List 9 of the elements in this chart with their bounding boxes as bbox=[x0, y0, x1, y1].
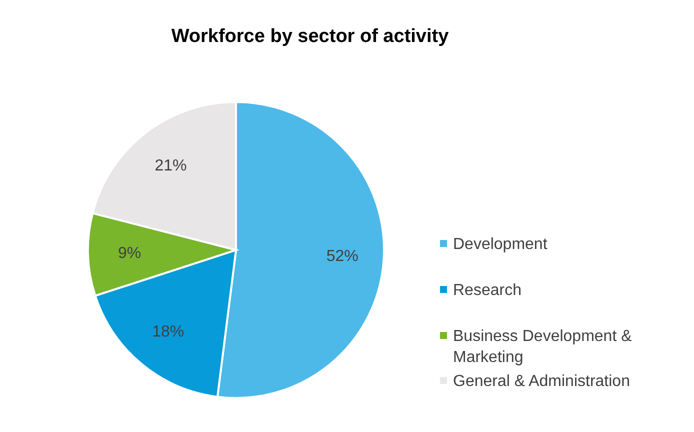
legend-label: Business Development & Marketing bbox=[453, 328, 632, 366]
legend-label: General & Administration bbox=[453, 372, 630, 390]
legend-label: Development bbox=[453, 236, 548, 252]
data-label: 18% bbox=[152, 324, 184, 341]
legend-label: Research bbox=[453, 282, 522, 298]
data-label: 9% bbox=[118, 244, 142, 262]
data-label: 52% bbox=[326, 248, 358, 266]
chart-title: Workforce by sector of activity bbox=[171, 26, 450, 47]
data-label: 21% bbox=[154, 157, 187, 174]
